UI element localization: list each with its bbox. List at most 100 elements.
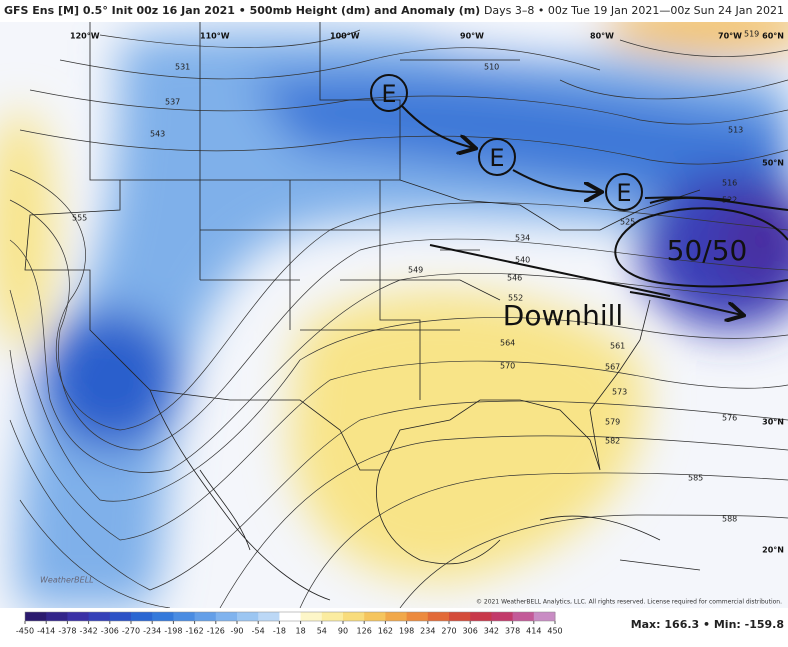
block-label: 50/50: [667, 234, 748, 267]
e-mark: E: [616, 179, 631, 207]
contour-label: 546: [507, 274, 522, 283]
latitude-label: 60°N: [762, 32, 784, 41]
contour-label: 525: [620, 218, 635, 227]
colorbar-swatch: [533, 612, 556, 621]
colorbar-label: -234: [143, 627, 161, 636]
colorbar-label: 270: [441, 627, 456, 636]
contour-label: 540: [515, 256, 530, 265]
colorbar-swatch: [152, 612, 174, 621]
longitude-label: 90°W: [460, 32, 484, 41]
contour-label: 585: [688, 474, 703, 483]
contour-label: 537: [165, 98, 180, 107]
colorbar-label: 342: [484, 627, 499, 636]
colorbar-label: -162: [186, 627, 204, 636]
map: 531 537 543 555 510 513 516 519 522 525 …: [0, 22, 788, 608]
colorbar-label: -126: [207, 627, 225, 636]
annotations: E E E 50/50 Downhill: [370, 74, 788, 332]
colorbar-label: 54: [317, 627, 327, 636]
longitude-label: 120°W: [70, 32, 100, 41]
contour-label: 510: [484, 63, 499, 72]
longitude-label: 70°W: [718, 32, 742, 41]
contour-label: 564: [500, 339, 515, 348]
colorbar-swatch: [258, 612, 280, 621]
colorbar-label: 414: [526, 627, 541, 636]
colorbar-label: -18: [273, 627, 286, 636]
colorbar-label: 306: [463, 627, 478, 636]
colorbar-swatch: [109, 612, 132, 621]
contour-label: 534: [515, 234, 530, 243]
contour-label: 573: [612, 388, 627, 397]
contour-label: 561: [610, 342, 625, 351]
colorbar-label: -270: [122, 627, 140, 636]
stats: Max: 166.3 • Min: -159.8: [631, 618, 784, 631]
colorbar-label: 90: [338, 627, 348, 636]
colorbar-swatch: [67, 612, 90, 621]
colorbar-label: -378: [58, 627, 76, 636]
contour-label: 543: [150, 130, 165, 139]
colorbar-swatch: [173, 612, 196, 621]
copyright: © 2021 WeatherBELL Analytics, LLC. All r…: [476, 599, 782, 606]
colorbar-label: -414: [37, 627, 55, 636]
colorbar-swatch: [470, 612, 492, 621]
contour-label: 552: [508, 294, 523, 303]
colorbar-swatch: [406, 612, 429, 621]
latitude-label: 20°N: [762, 546, 784, 555]
colorbar-swatch: [512, 612, 535, 621]
colorbar-swatch: [427, 612, 450, 621]
contour-label: 555: [72, 214, 87, 223]
contour-label: 513: [728, 126, 743, 135]
colorbar-swatch: [194, 612, 217, 621]
contour-label: 567: [605, 363, 620, 372]
colorbar-swatch: [25, 612, 47, 621]
latitude-label: 30°N: [762, 418, 784, 427]
colorbar-label: -306: [101, 627, 119, 636]
colorbar-label: -90: [230, 627, 243, 636]
colorbar-swatch: [449, 612, 471, 621]
contour-label: 519: [744, 30, 759, 39]
contour-label: 588: [722, 515, 737, 524]
colorbar-swatch: [300, 612, 323, 621]
pattern-label: Downhill: [503, 299, 623, 332]
longitude-label: 100°W: [330, 32, 360, 41]
contour-label: 579: [605, 418, 620, 427]
e-mark: E: [381, 80, 396, 108]
logo: WeatherBELL: [40, 576, 94, 585]
latitude-label: 50°N: [762, 159, 784, 168]
colorbar-swatch: [237, 612, 259, 621]
colorbar-swatch: [46, 612, 68, 621]
colorbar-label: -54: [252, 627, 265, 636]
colorbar: -450 -414 -378 -342 -306 -270 -234 -198 -162 -126…: [16, 611, 563, 636]
header-bar: [0, 0, 788, 22]
colorbar-swatch: [88, 612, 111, 621]
colorbar-label: 450: [547, 627, 562, 636]
colorbar-swatch: [343, 612, 365, 621]
height-contours: [9, 29, 788, 608]
header-right: Days 3–8 • 00z Tue 19 Jan 2021—00z Sun 2…: [484, 4, 784, 17]
colorbar-swatch: [215, 612, 238, 621]
colorbar-swatch: [491, 612, 514, 621]
contour-label: 570: [500, 362, 515, 371]
colorbar-swatch: [279, 612, 302, 621]
colorbar-frame: [24, 611, 556, 622]
colorbar-label: 198: [399, 627, 414, 636]
contour-label: 516: [722, 179, 737, 188]
anomaly-field: [0, 22, 788, 608]
header-left: GFS Ens [M] 0.5° Init 00z 16 Jan 2021 • …: [4, 4, 480, 17]
contour-label: 582: [605, 437, 620, 446]
colorbar-label: 18: [296, 627, 306, 636]
colorbar-label: 162: [378, 627, 393, 636]
longitude-label: 80°W: [590, 32, 614, 41]
boundaries: [24, 22, 701, 601]
colorbar-swatch: [385, 612, 408, 621]
colorbar-label: 234: [420, 627, 435, 636]
colorbar-swatch: [131, 612, 153, 621]
colorbar-label: 126: [357, 627, 372, 636]
contour-label: 576: [722, 414, 737, 423]
contour-label: 549: [408, 266, 423, 275]
colorbar-label: -342: [80, 627, 98, 636]
colorbar-swatch: [364, 612, 386, 621]
contour-label: 531: [175, 63, 190, 72]
colorbar-label: 378: [505, 627, 520, 636]
colorbar-swatch: [321, 612, 344, 621]
